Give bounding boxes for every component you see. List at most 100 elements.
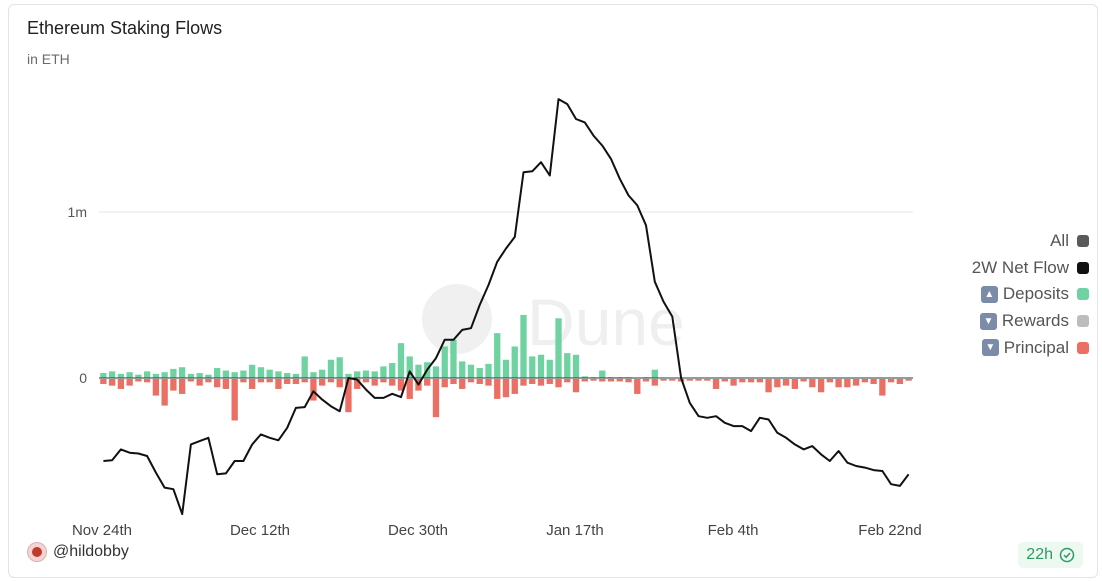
principal-bar — [581, 379, 588, 382]
chart-plot: 0 1m Dune Nov 24th Dec 12th Dec 30th Jan 17th F… — [68, 98, 922, 539]
check-circle-icon — [1059, 547, 1075, 563]
principal-bar — [642, 379, 650, 382]
principal-bar — [494, 379, 501, 399]
deposit-bar — [397, 343, 405, 378]
legend-label: Rewards — [1001, 311, 1069, 331]
deposit-bar — [511, 346, 518, 378]
principal-bar — [782, 379, 790, 386]
deposit-bar — [432, 366, 440, 378]
principal-bar — [747, 379, 755, 383]
principal-bar — [511, 379, 518, 394]
deposit-bar — [152, 373, 160, 378]
principal-bar — [143, 379, 151, 383]
net-flow-line — [103, 98, 910, 516]
principal-bar — [432, 379, 440, 418]
deposit-bar — [178, 367, 186, 378]
principal-bar — [152, 379, 160, 396]
refresh-time: 22h — [1026, 546, 1053, 563]
refresh-badge[interactable]: 22h — [1018, 542, 1083, 568]
deposit-bar — [467, 364, 475, 378]
deposit-bar — [537, 354, 545, 378]
principal-bar — [896, 379, 904, 384]
principal-bar — [852, 379, 860, 386]
legend-item-deposits[interactable]: ▲ Deposits — [909, 281, 1089, 308]
author[interactable]: @hildobby — [27, 542, 129, 562]
deposit-bar — [441, 346, 448, 378]
legend-item-principal[interactable]: ▼ Principal — [909, 334, 1089, 361]
chart-subtitle: in ETH — [27, 51, 70, 67]
legend-item-2w-net-flow[interactable]: 2W Net Flow — [909, 255, 1089, 282]
principal-bar — [695, 379, 702, 381]
deposit-bar — [143, 371, 151, 378]
principal-bar — [634, 379, 641, 394]
principal-bar — [502, 379, 510, 398]
deposit-bar — [651, 369, 658, 378]
legend-label: Principal — [1003, 337, 1069, 357]
legend-swatch — [1077, 261, 1089, 274]
principal-bar — [275, 379, 282, 389]
author-username[interactable]: @hildobby — [53, 543, 129, 560]
deposit-bar — [266, 369, 273, 378]
deposit-bar — [214, 368, 221, 378]
principal-bar — [730, 379, 737, 386]
principal-bar — [870, 379, 877, 384]
legend-swatch — [1077, 235, 1089, 248]
principal-bar — [327, 379, 335, 383]
principal-bar — [800, 379, 807, 382]
deposit-bar — [459, 361, 466, 378]
principal-bar — [231, 379, 238, 421]
deposit-bar — [135, 374, 142, 378]
principal-bar — [905, 379, 912, 381]
deposit-bar — [257, 367, 265, 378]
principal-bar — [651, 379, 658, 386]
deposit-bar — [222, 370, 230, 378]
principal-bar — [791, 379, 798, 389]
y-tick-label: 0 — [79, 370, 87, 386]
deposit-bar — [117, 373, 125, 378]
legend-label: All — [1050, 231, 1069, 251]
principal-bar — [108, 379, 116, 386]
principal-bar — [564, 379, 571, 383]
principal-bar — [450, 379, 457, 384]
legend-item-all[interactable]: All — [909, 228, 1089, 255]
principal-bar — [537, 379, 545, 386]
principal-bar — [424, 379, 431, 386]
deposit-bar — [249, 364, 256, 378]
deposit-bar — [546, 359, 553, 378]
principal-bar — [887, 379, 895, 383]
principal-bar — [459, 379, 466, 389]
deposit-bar — [319, 369, 326, 378]
deposit-bar — [108, 371, 116, 378]
principal-bar — [319, 379, 326, 386]
deposit-bar — [362, 370, 370, 378]
principal-bar — [222, 379, 230, 389]
principal-bar — [844, 379, 851, 388]
chart-title: Ethereum Staking Flows — [27, 18, 223, 38]
principal-bar — [214, 379, 221, 388]
deposit-bar — [354, 371, 361, 378]
deposit-bar — [529, 356, 536, 378]
principal-bar — [389, 379, 396, 386]
principal-bar — [826, 379, 834, 383]
deposit-bar — [336, 357, 343, 378]
principal-bar — [572, 379, 580, 393]
principal-bar — [879, 379, 886, 396]
principal-bar — [616, 379, 623, 382]
principal-bar — [809, 379, 816, 388]
principal-bar — [704, 379, 711, 381]
legend-swatch — [1077, 341, 1089, 354]
x-tick-label: Dec 12th — [230, 522, 290, 539]
principal-bar — [756, 379, 763, 383]
deposit-bar — [205, 374, 212, 378]
x-tick-label: Dec 30th — [388, 522, 448, 539]
deposit-bar — [284, 373, 291, 378]
principal-bar — [284, 379, 291, 384]
deposit-bar — [170, 368, 177, 378]
legend-item-rewards[interactable]: ▼ Rewards — [909, 308, 1089, 335]
deposit-bar — [292, 373, 300, 378]
principal-bar — [301, 379, 308, 383]
principal-bar — [485, 379, 492, 386]
principal-bar — [117, 379, 125, 389]
principal-bar — [686, 379, 693, 381]
deposit-bar — [100, 373, 107, 378]
